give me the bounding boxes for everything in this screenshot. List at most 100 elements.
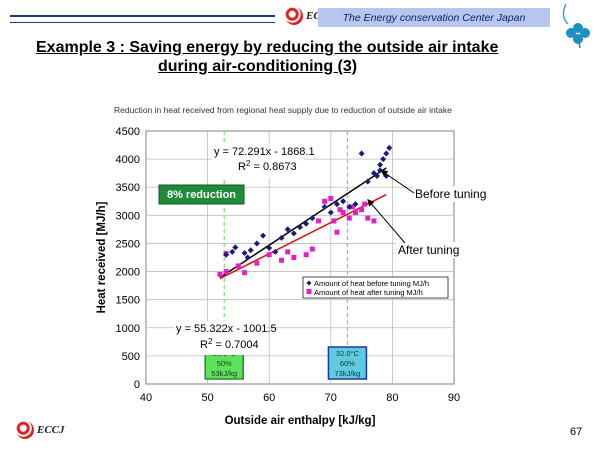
- before-tuning-point: [223, 251, 230, 258]
- before-tuning-point: [352, 201, 359, 208]
- slide-title-line2: during air-conditioning (3): [158, 58, 358, 75]
- before-tuning-point: [232, 244, 239, 251]
- trendline-equation: y = 72.291x - 1868.1: [214, 146, 315, 158]
- after-tuning-point: [334, 229, 340, 235]
- before-tuning-point: [290, 230, 297, 237]
- before-tuning-point: [327, 209, 334, 216]
- trendline-r-squared: R2 = 0.7004: [200, 337, 259, 351]
- page-number: 67: [570, 426, 583, 438]
- after-tuning-point: [279, 257, 285, 263]
- equation-bg: [174, 321, 266, 355]
- footer-logo-text: ECCJ: [37, 424, 65, 436]
- condition-box-text: 60%: [340, 359, 355, 368]
- trendline-equation: y = 55.322x - 1001.5: [176, 323, 277, 335]
- after-tuning-label-bg: [396, 242, 468, 258]
- after-tuning-arrow: [367, 199, 406, 244]
- y-tick-label: 1500: [116, 295, 140, 307]
- y-tick-label: 3000: [116, 210, 140, 222]
- after-tuning-point: [266, 252, 272, 258]
- before-tuning-point: [244, 254, 251, 261]
- x-axis-label: Outside air enthalpy [kJ/kg]: [225, 415, 376, 427]
- equation-bg: [212, 144, 304, 178]
- y-tick-label: 4000: [116, 154, 140, 166]
- y-tick-label: 0: [134, 379, 140, 391]
- x-tick-label: 40: [140, 392, 152, 404]
- trendline-r-squared: R2 = 0.8673: [238, 159, 297, 173]
- chart-legend: Amount of heat before tuning MJ/hAmount …: [302, 276, 449, 299]
- before-tuning-point: [364, 178, 371, 185]
- before-tuning-point: [309, 215, 316, 222]
- after-tuning-point: [254, 260, 260, 266]
- before-tuning-point: [358, 150, 365, 157]
- before-tuning-point: [278, 234, 285, 241]
- after-tuning-point: [331, 218, 337, 224]
- clover-icon: [562, 3, 590, 49]
- before-tuning-point: [374, 172, 380, 179]
- after-tuning-point: [242, 270, 248, 276]
- y-tick-label: 1000: [116, 323, 140, 335]
- before-tuning-point: [241, 250, 248, 257]
- after-tuning-label: After tuning: [398, 243, 459, 257]
- legend-label-after: Amount of heat after tuning MJ/h: [314, 288, 423, 297]
- before-tuning-label-bg: [413, 186, 499, 202]
- after-tuning-point: [328, 195, 334, 201]
- before-tuning-point: [297, 224, 303, 231]
- condition-box-text: 50%: [217, 359, 232, 368]
- y-tick-label: 2500: [116, 238, 140, 250]
- chart-title: Reduction in heat received from regional…: [114, 105, 452, 115]
- after-tuning-point: [352, 210, 358, 216]
- after-tuning-point: [371, 218, 377, 224]
- reduction-badge: [158, 184, 245, 205]
- x-tick-label: 90: [448, 392, 460, 404]
- x-tick-label: 60: [263, 392, 275, 404]
- after-tuning-point: [365, 215, 371, 221]
- before-tuning-point: [321, 203, 328, 210]
- before-tuning-arrow: [380, 169, 415, 194]
- reduction-badge-text: 8% reduction: [167, 189, 236, 201]
- after-tuning-point: [322, 198, 328, 204]
- before-tuning-point: [383, 150, 390, 157]
- eccj-logo-icon: [285, 7, 303, 25]
- after-tuning-point: [217, 271, 223, 277]
- before-tuning-point: [380, 156, 387, 163]
- y-tick-label: 4500: [116, 126, 140, 138]
- before-tuning-point: [303, 220, 310, 227]
- legend-marker-after: [306, 289, 312, 294]
- after-tuning-point: [303, 252, 309, 258]
- after-tuning-point: [315, 218, 321, 224]
- after-tuning-point: [362, 201, 368, 207]
- condition-box-text: 53kJ/kg: [211, 369, 237, 378]
- before-tuning-point: [272, 248, 279, 255]
- condition-box-text: 32.0°C: [336, 349, 360, 358]
- y-axis-label: Heat received [MJ/h]: [96, 201, 108, 313]
- after-tuning-point: [223, 269, 229, 275]
- trendline: [219, 193, 387, 280]
- before-tuning-point: [260, 232, 267, 239]
- y-tick-label: 3500: [116, 182, 140, 194]
- y-tick-label: 2000: [116, 267, 140, 279]
- legend-marker-before: [306, 280, 312, 286]
- condition-box: [327, 346, 368, 380]
- before-tuning-point: [340, 198, 347, 205]
- after-tuning-point: [309, 246, 315, 252]
- after-tuning-point: [340, 210, 346, 216]
- after-tuning-point: [337, 207, 343, 213]
- before-tuning-label: Before tuning: [415, 187, 486, 201]
- before-tuning-point: [229, 248, 236, 255]
- legend-label-before: Amount of heat before tuning MJ/h: [314, 279, 429, 288]
- before-tuning-point: [346, 203, 353, 210]
- x-tick-label: 50: [201, 392, 213, 404]
- x-tick-label: 80: [386, 392, 398, 404]
- before-tuning-point: [284, 226, 291, 233]
- legend-box: [302, 276, 449, 299]
- header-rule: [10, 15, 275, 23]
- organization-banner: The Energy conservation Center Japan: [318, 8, 550, 27]
- after-tuning-point: [285, 249, 291, 255]
- slide-title-line1: Example 3 : Saving energy by reducing th…: [36, 39, 499, 56]
- slide-title: Example 3 : Saving energy by reducing th…: [36, 38, 566, 76]
- before-tuning-point: [247, 247, 254, 254]
- after-tuning-point: [359, 207, 365, 213]
- condition-box-text: 73kJ/kg: [335, 369, 361, 378]
- before-tuning-point: [333, 201, 340, 208]
